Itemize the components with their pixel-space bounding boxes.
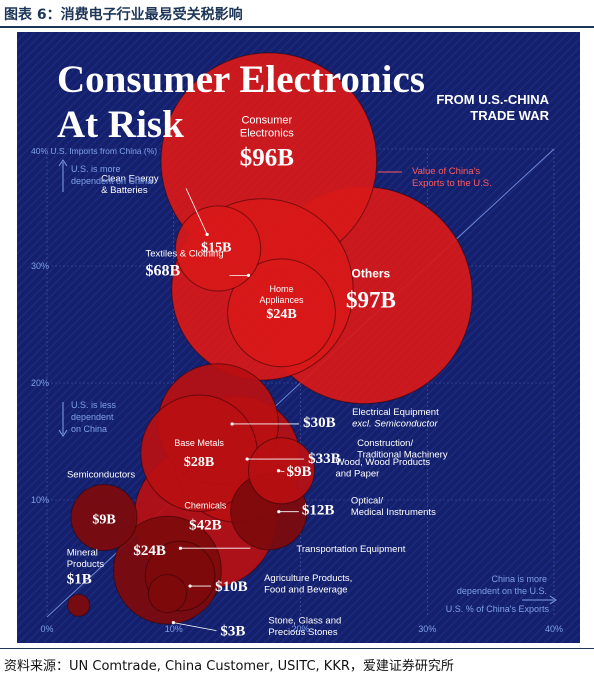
bubble-point bbox=[247, 437, 315, 505]
x-axis-title: U.S. % of China's Exports bbox=[446, 604, 550, 614]
source-note: 资料来源：UN Comtrade, China Customer, USITC,… bbox=[4, 659, 454, 674]
leader-dot bbox=[246, 273, 251, 277]
infographic-panel: Consumer Electronics $96B Others $97B Textile… bbox=[17, 32, 580, 643]
point-name-label-line2: Electronics bbox=[240, 128, 294, 140]
point-name-label: Wood, Wood Products bbox=[335, 457, 430, 468]
leader-dot bbox=[245, 457, 249, 461]
point-value-label: $42B bbox=[189, 518, 222, 534]
size-note-line1: Value of China's bbox=[412, 166, 480, 177]
china-dependent-line1: China is more bbox=[491, 574, 547, 584]
point-name-label: Chemicals bbox=[184, 501, 227, 511]
x-tick-label: 30% bbox=[418, 624, 436, 634]
source-rule bbox=[0, 648, 594, 649]
y-tick-label: 10% bbox=[31, 495, 49, 505]
less-dependent-line1: U.S. is less bbox=[71, 400, 117, 410]
point-name-label-line2: and Paper bbox=[335, 468, 379, 479]
point-value-label: $1B bbox=[67, 571, 92, 587]
bubble-point bbox=[147, 574, 187, 614]
point-name-label: Textiles & Clothing bbox=[145, 248, 223, 259]
point-name-label: Transportation Equipment bbox=[296, 544, 405, 555]
less-dependent-line3: on China bbox=[71, 424, 107, 434]
point-value-label: $9B bbox=[92, 513, 115, 528]
y-axis-title: 40% U.S. Imports from China (%) bbox=[31, 146, 157, 156]
point-name-label: Others bbox=[352, 266, 391, 280]
title-rule bbox=[0, 26, 594, 28]
point-value-label: $68B bbox=[145, 262, 180, 279]
leader-dot bbox=[277, 510, 281, 514]
point-name-label: Agriculture Products, bbox=[264, 573, 352, 584]
more-dependent-line2: dependent on China bbox=[71, 176, 152, 186]
point-name-label-line2: Products bbox=[67, 559, 105, 570]
y-tick-label: 20% bbox=[31, 378, 49, 388]
x-tick-label: 10% bbox=[165, 624, 183, 634]
infographic-subtitle-line1: FROM U.S.-CHINA bbox=[436, 92, 549, 107]
point-name-label: Semiconductors bbox=[67, 470, 135, 481]
leader-dot bbox=[205, 232, 209, 237]
point-value-label: $28B bbox=[184, 455, 214, 470]
point-name-label-line2: excl. Semiconductor bbox=[352, 418, 438, 429]
x-tick-label: 20% bbox=[291, 624, 309, 634]
bubble-point bbox=[67, 593, 91, 617]
leader-dot bbox=[188, 584, 192, 588]
axis-ticks: 0% 10% 20% 30% 40% 10% 20% 30% bbox=[31, 261, 563, 634]
point-value-label: $24B bbox=[133, 543, 166, 559]
more-dependent-line1: U.S. is more bbox=[71, 164, 121, 174]
figure-title: 图表 6：消费电子行业最易受关税影响 bbox=[4, 7, 243, 23]
x-tick-label: 0% bbox=[40, 624, 53, 634]
point-name-label: Home bbox=[269, 284, 293, 294]
point-name-label-line2: Medical Instruments bbox=[351, 507, 436, 518]
less-dependent-line2: dependent bbox=[71, 412, 114, 422]
leader-dot bbox=[276, 469, 281, 473]
infographic-title-line1: Consumer Electronics bbox=[57, 58, 425, 101]
point-value-label: $24B bbox=[266, 307, 296, 322]
point-name-label: Construction/ bbox=[357, 438, 413, 449]
more-dependent-arrowhead bbox=[58, 159, 68, 167]
point-name-label: Clean Energy bbox=[101, 173, 159, 184]
point-name-label: Base Metals bbox=[174, 438, 224, 448]
point-value-label: $12B bbox=[302, 503, 335, 519]
china-dependent-arrowhead bbox=[549, 595, 557, 605]
bubble-point bbox=[175, 205, 262, 292]
leader-lines bbox=[171, 188, 305, 631]
point-value-label: $97B bbox=[346, 287, 396, 312]
point-name-label-line2: Food and Beverage bbox=[264, 585, 347, 596]
bubble-point bbox=[227, 258, 336, 368]
point-name-label: Optical/ bbox=[351, 496, 384, 507]
point-value-label: $30B bbox=[303, 415, 336, 431]
leader-dot bbox=[230, 422, 234, 426]
point-name-label-line2: & Batteries bbox=[101, 185, 148, 196]
china-dependent-line2: dependent on the U.S. bbox=[457, 586, 547, 596]
infographic-title-line2: At Risk bbox=[57, 103, 184, 146]
point-name-label: Stone, Glass and bbox=[268, 616, 341, 627]
point-value-label: $96B bbox=[240, 145, 294, 172]
point-name-label-line2: Appliances bbox=[259, 295, 304, 305]
y-tick-label: 30% bbox=[31, 261, 49, 271]
point-name-label-line2: Precious Stones bbox=[268, 627, 337, 638]
leader-line bbox=[185, 188, 208, 235]
point-value-label: $9B bbox=[286, 464, 311, 480]
bubble-point bbox=[70, 484, 138, 552]
leader-dot bbox=[171, 621, 176, 625]
bubbles bbox=[67, 52, 473, 625]
point-value-label: $33B bbox=[308, 451, 341, 467]
leader-dot bbox=[178, 546, 183, 550]
x-tick-label: 40% bbox=[545, 624, 563, 634]
point-name-label: Electrical Equipment bbox=[352, 407, 439, 418]
point-value-label: $3B bbox=[220, 624, 245, 640]
leader-line bbox=[173, 622, 217, 631]
size-note-line2: Exports to the U.S. bbox=[412, 178, 492, 189]
less-dependent-arrowhead bbox=[58, 429, 68, 437]
point-name-label: Mineral bbox=[67, 547, 98, 558]
point-value-label: $15B bbox=[201, 240, 231, 255]
point-name-label-line2: Traditional Machinery bbox=[357, 450, 448, 461]
point-value-label: $10B bbox=[215, 579, 248, 595]
infographic-subtitle-line2: TRADE WAR bbox=[470, 108, 549, 123]
point-name-label: Consumer bbox=[241, 115, 292, 127]
